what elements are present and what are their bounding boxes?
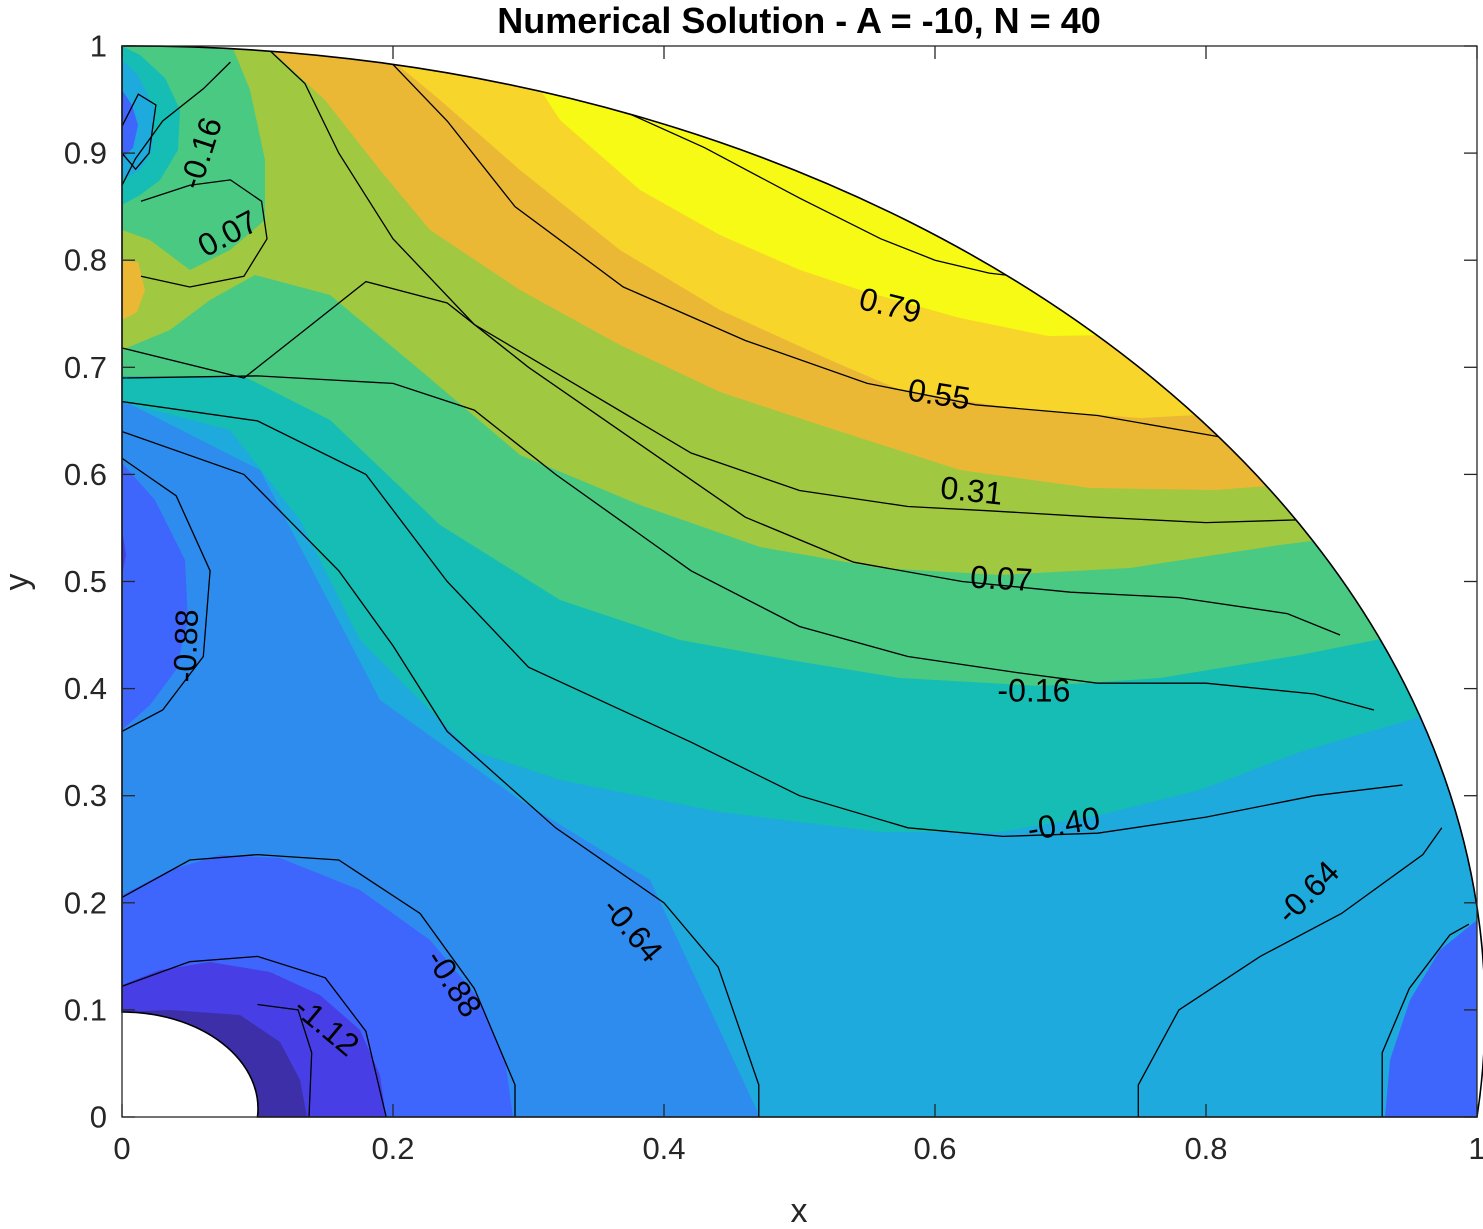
chart-title: Numerical Solution - A = -10, N = 40	[497, 0, 1101, 41]
contour-line--0.88	[122, 457, 211, 732]
contour-line--0.64	[1137, 827, 1443, 1117]
contour-lines	[122, 48, 1470, 1118]
axis-ticks	[121, 45, 1478, 1118]
y-tick-label: 0.4	[64, 671, 107, 706]
axis-tick-labels: 0 0.2 0.4 0.6 0.8 1 0 0.1 0.2 0.3 0.4 0.5 0.6 0.7 0.8 0…	[64, 29, 1483, 1167]
y-tick-label: 0.7	[64, 350, 107, 385]
y-tick-label: 0	[90, 1100, 107, 1135]
contour-label: -0.16	[997, 673, 1070, 709]
contour-label: 0.07	[969, 559, 1033, 598]
x-tick-label: 0	[113, 1131, 130, 1166]
contour-line--1.12	[122, 93, 157, 171]
contour-line--0.40	[122, 400, 1403, 838]
y-tick-label: 0.3	[64, 778, 107, 813]
contour-line-0.07	[122, 280, 1341, 636]
contour-line--1.12	[122, 955, 387, 1118]
contour-line--0.88	[122, 853, 516, 1117]
contour-line-0.07	[140, 179, 268, 288]
contour-label: 0.31	[939, 469, 1005, 511]
domain-boundary	[121, 45, 1483, 1118]
y-tick-label: 0.2	[64, 885, 107, 920]
contour-line-0.55	[387, 58, 1391, 438]
x-axis-label: x	[791, 1192, 808, 1229]
y-tick-label: 0.8	[64, 243, 107, 278]
x-tick-label: 0.8	[1184, 1131, 1227, 1166]
band-deepblue-left	[122, 530, 126, 575]
x-tick-label: 0.4	[642, 1131, 685, 1166]
y-tick-label: 0.9	[64, 136, 107, 171]
contour-line--0.64	[122, 430, 760, 1117]
contour-label: -0.88	[166, 609, 205, 683]
contour-line--1.36	[257, 1003, 313, 1118]
y-tick-label: 1	[90, 29, 107, 64]
x-tick-label: 1	[1468, 1131, 1483, 1166]
contour-line--0.16	[122, 61, 231, 186]
band-blue-left	[122, 463, 188, 730]
y-axis-label: y	[0, 574, 36, 591]
contour-line--0.88	[1381, 923, 1470, 1117]
x-tick-label: 0.6	[913, 1131, 956, 1166]
band-darkblue-topleft	[122, 90, 138, 158]
band-blue-lowerright	[1385, 920, 1477, 1117]
y-tick-label: 0.6	[64, 457, 107, 492]
contour-line-0.31	[267, 48, 1429, 524]
x-tick-label: 0.2	[371, 1131, 414, 1166]
band-orange-blob-left	[122, 260, 145, 320]
contour-line--0.16	[122, 375, 1375, 711]
y-tick-label: 0.1	[64, 992, 107, 1027]
y-tick-label: 0.5	[64, 564, 107, 599]
filled-contour-bands	[122, 46, 1477, 1117]
